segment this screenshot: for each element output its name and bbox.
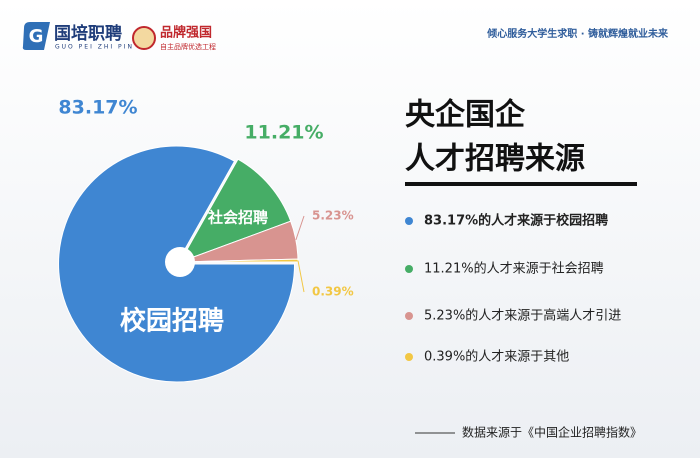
title-line: 央企国企 bbox=[405, 98, 526, 133]
brand-emblem bbox=[132, 26, 156, 50]
legend-entry: 5.23%的人才来源于高端人才引进 bbox=[424, 308, 621, 324]
logo: G bbox=[22, 22, 50, 50]
brand: 品牌强国 bbox=[160, 25, 212, 41]
value-label: 0.39% bbox=[312, 285, 354, 299]
slice-label: 社会招聘 bbox=[207, 209, 268, 227]
value-label: 83.17% bbox=[58, 97, 137, 119]
legend-entry: 0.39%的人才来源于其他 bbox=[424, 349, 569, 365]
legend-marker bbox=[405, 312, 413, 320]
legend-entry: 83.17%的人才来源于校园招聘 bbox=[424, 213, 608, 229]
legend-marker bbox=[405, 265, 413, 273]
slice-label: 校园招聘 bbox=[120, 306, 224, 337]
source: 数据来源于《中国企业招聘指数》 bbox=[462, 425, 642, 440]
pie-hole bbox=[165, 247, 195, 277]
value-label: 11.21% bbox=[244, 122, 323, 144]
pie-slice bbox=[178, 158, 292, 263]
leader-line bbox=[295, 215, 305, 241]
title-underline bbox=[405, 182, 637, 186]
value-label: 5.23% bbox=[312, 209, 354, 223]
logo-text: 国培职聘 bbox=[54, 23, 122, 44]
legend-marker bbox=[405, 217, 413, 225]
svg-text:G: G bbox=[29, 26, 44, 47]
title-line: 人才招聘来源 bbox=[405, 142, 585, 177]
legend-marker bbox=[405, 353, 413, 361]
leader-line bbox=[297, 260, 305, 293]
tagline: 倾心服务大学生求职 · 铸就辉煌就业未来 bbox=[486, 27, 669, 40]
brand-sub: 自主品牌优选工程 bbox=[160, 42, 216, 51]
pie-slice bbox=[58, 145, 296, 383]
legend-entry: 11.21%的人才来源于社会招聘 bbox=[424, 261, 604, 277]
logo-pinyin: GUO PEI ZHI PIN bbox=[55, 44, 134, 51]
